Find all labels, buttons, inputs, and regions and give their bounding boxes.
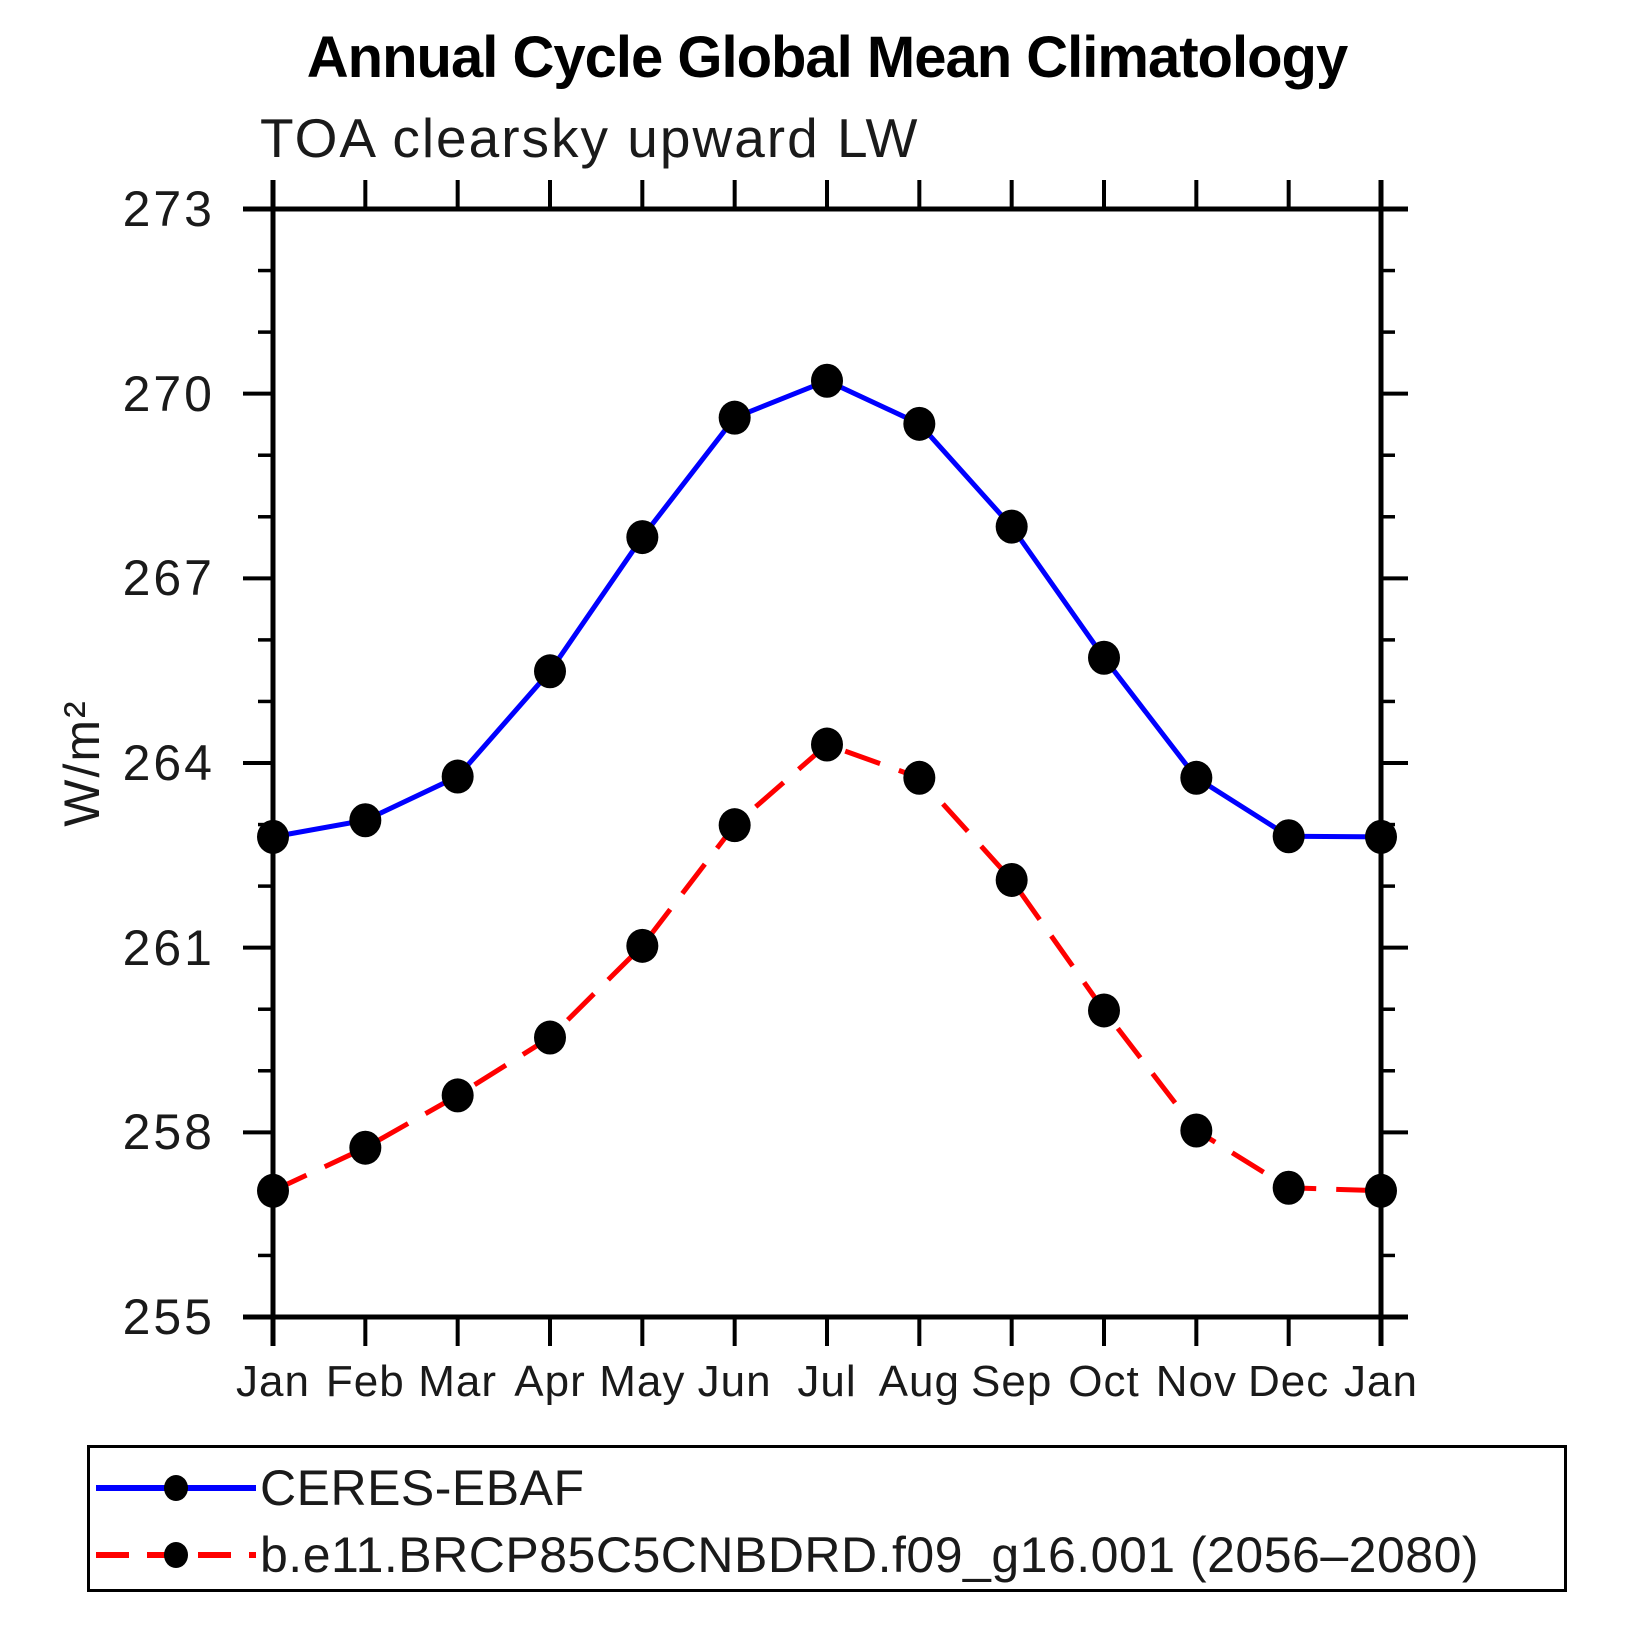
data-point-marker-s0 xyxy=(534,654,566,689)
y-tick-label: 255 xyxy=(122,1289,215,1345)
x-tick-label: Aug xyxy=(878,1357,960,1406)
x-tick-label: May xyxy=(599,1357,686,1406)
legend-label-model: b.e11.BRCP85C5CNBDRD.f09_g16.001 (2056–2… xyxy=(260,1527,1480,1583)
x-tick-label: Nov xyxy=(1155,1357,1237,1406)
x-tick-label: Dec xyxy=(1248,1357,1330,1406)
legend-box: CERES-EBAF b.e11.BRCP85C5CNBDRD.f09_g16.… xyxy=(87,1445,1567,1592)
y-tick-label: 273 xyxy=(122,181,215,237)
x-tick-label: Jul xyxy=(797,1357,857,1406)
data-point-marker-s0 xyxy=(626,520,659,555)
legend-label-ceres: CERES-EBAF xyxy=(260,1460,585,1516)
data-point-marker-s0 xyxy=(811,363,843,398)
chart-title: Annual Cycle Global Mean Climatology xyxy=(306,25,1348,90)
data-point-marker-s1 xyxy=(811,727,843,762)
data-point-marker-s1 xyxy=(441,1078,474,1113)
data-point-marker-s0 xyxy=(257,819,289,854)
data-point-marker-s0 xyxy=(1180,760,1213,795)
x-tick-label: Apr xyxy=(514,1357,586,1406)
data-point-marker-s0 xyxy=(1088,640,1120,675)
data-point-marker-s1 xyxy=(1088,993,1120,1028)
data-point-marker-s1 xyxy=(1180,1113,1213,1148)
series-line-1 xyxy=(271,741,1382,1194)
data-point-marker-s1 xyxy=(257,1173,289,1208)
data-point-marker-s0 xyxy=(441,759,474,794)
data-point-marker-s0 xyxy=(1365,819,1397,854)
data-point-marker-s0 xyxy=(349,803,382,838)
data-point-marker-s0 xyxy=(1272,819,1305,854)
y-tick-label: 258 xyxy=(122,1104,215,1161)
data-point-marker-s1 xyxy=(995,862,1028,897)
data-point-marker-s1 xyxy=(349,1130,382,1165)
series-line-0 xyxy=(272,378,1382,840)
chart-subtitle: TOA clearsky upward LW xyxy=(260,107,920,169)
x-tick-label: Jan xyxy=(1344,1357,1418,1406)
legend-swatch-dashed-line xyxy=(96,1542,256,1568)
x-tick-label: Jun xyxy=(697,1357,772,1406)
x-tick-label: Sep xyxy=(971,1357,1053,1406)
data-point-marker-s0 xyxy=(995,509,1028,544)
data-point-marker-s1 xyxy=(718,808,751,843)
y-tick-label: 261 xyxy=(122,919,215,976)
data-point-marker-s1 xyxy=(903,760,936,795)
legend-marker-dot xyxy=(164,1542,188,1568)
y-tick-label: 267 xyxy=(122,550,215,607)
data-point-marker-s1 xyxy=(1272,1170,1305,1205)
y-tick-label: 264 xyxy=(122,735,215,791)
x-tick-label: Jan xyxy=(236,1357,310,1406)
data-point-marker-s0 xyxy=(903,406,936,441)
legend-marker-dot xyxy=(164,1475,188,1501)
data-point-marker-s0 xyxy=(718,400,751,435)
data-point-marker-s1 xyxy=(1365,1173,1397,1208)
legend-swatch-solid-line xyxy=(96,1475,256,1501)
y-tick-label: 270 xyxy=(122,365,215,422)
x-tick-label: Mar xyxy=(418,1357,498,1406)
data-point-marker-s1 xyxy=(626,928,659,963)
x-tick-label: Feb xyxy=(325,1357,405,1406)
x-tick-label: Oct xyxy=(1068,1357,1140,1406)
data-point-marker-s1 xyxy=(534,1020,566,1055)
